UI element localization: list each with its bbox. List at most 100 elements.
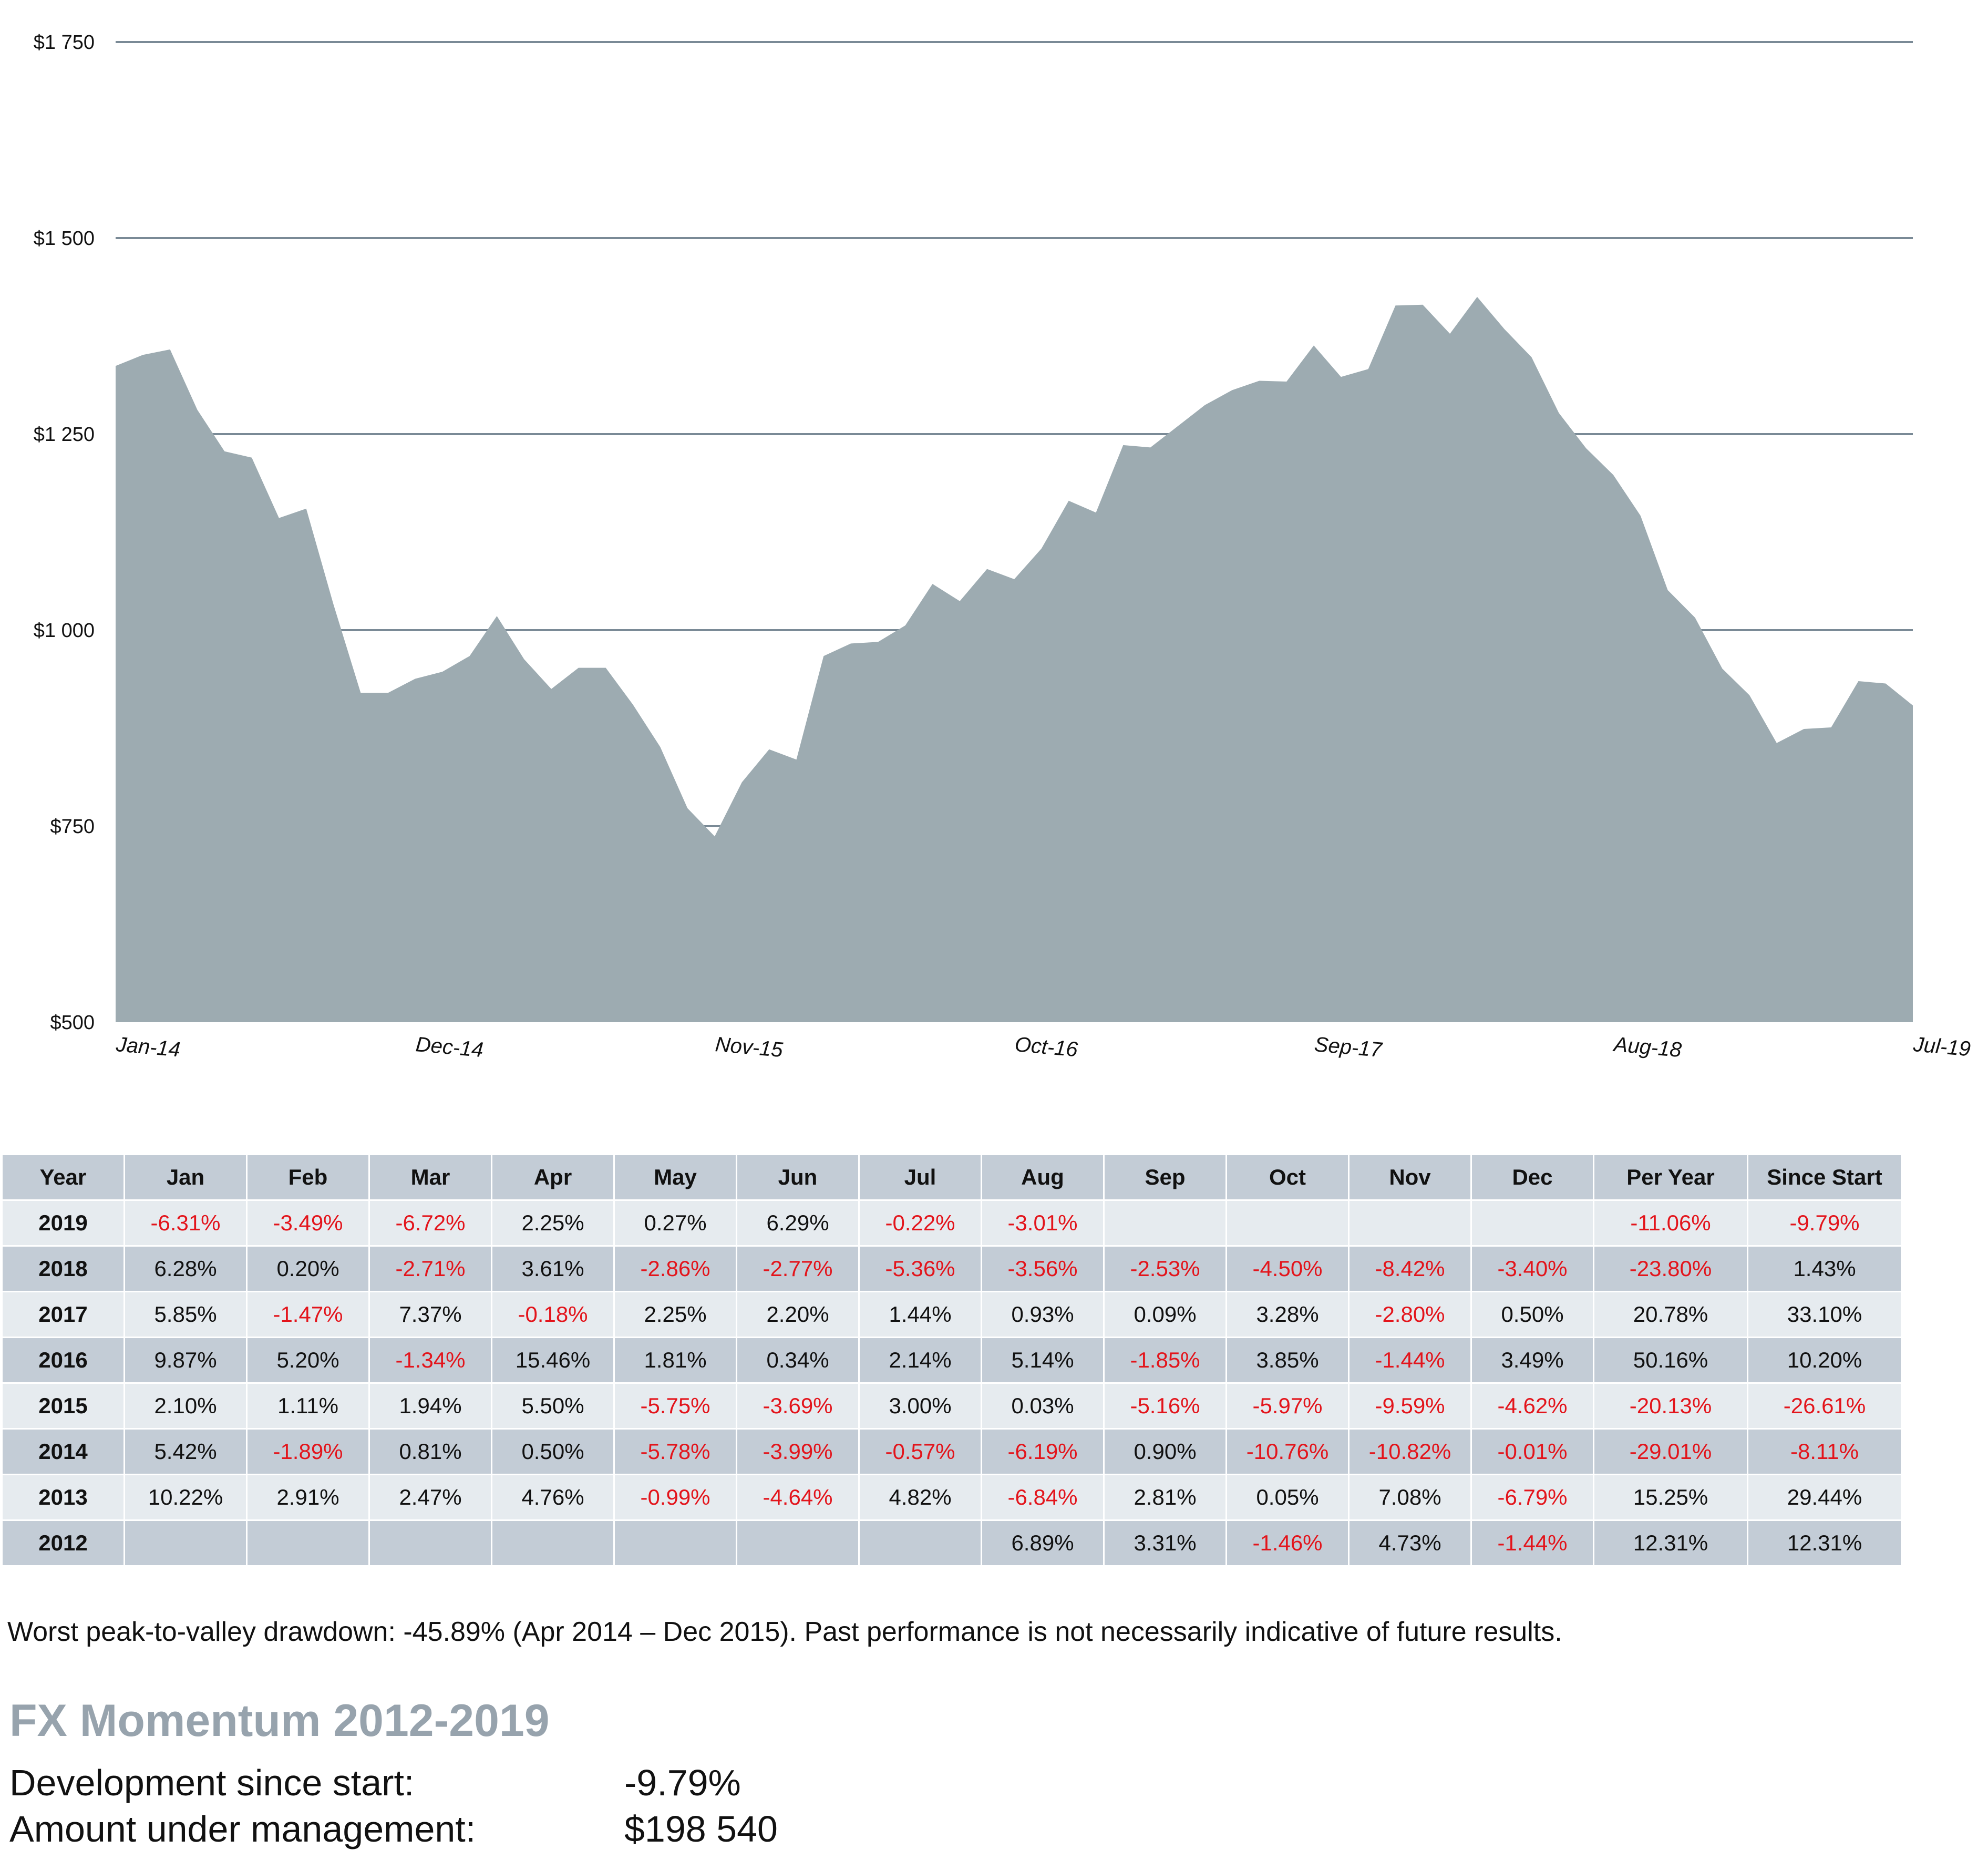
return-cell: 2.81% bbox=[1105, 1475, 1225, 1519]
return-cell: -4.64% bbox=[737, 1475, 858, 1519]
return-cell: 1.44% bbox=[860, 1292, 981, 1337]
table-row: 2014 5.42% -1.89% 0.81% 0.50% -5.78% -3.99% -0.… bbox=[3, 1430, 1901, 1474]
development-label: Development since start: bbox=[9, 1762, 415, 1803]
return-cell: 0.05% bbox=[1227, 1475, 1348, 1519]
return-cell: 3.00% bbox=[860, 1384, 981, 1428]
return-cell bbox=[1472, 1201, 1593, 1245]
x-tick-label: Aug-18 bbox=[1612, 1033, 1683, 1062]
return-cell: -5.97% bbox=[1227, 1384, 1348, 1428]
return-cell: -1.34% bbox=[370, 1338, 491, 1382]
table-row: 2019 -6.31% -3.49% -6.72% 2.25% 0.27% 6.29% -0.… bbox=[3, 1201, 1901, 1245]
y-axis-ticks: $500 $750 $1 000 $1 250 $1 500 $1 750 bbox=[34, 32, 95, 1034]
return-cell: -2.77% bbox=[737, 1247, 858, 1291]
return-cell: 29.44% bbox=[1748, 1475, 1901, 1519]
column-header: Mar bbox=[370, 1155, 491, 1199]
return-cell: -0.18% bbox=[492, 1292, 613, 1337]
return-cell: 15.25% bbox=[1594, 1475, 1747, 1519]
return-cell: 10.22% bbox=[125, 1475, 246, 1519]
return-cell: 4.73% bbox=[1350, 1521, 1470, 1565]
table-row: 2016 9.87% 5.20% -1.34% 15.46% 1.81% 0.34% 2.14… bbox=[3, 1338, 1901, 1382]
return-cell: 0.20% bbox=[248, 1247, 368, 1291]
table-row: 2013 10.22% 2.91% 2.47% 4.76% -0.99% -4.64% 4.8… bbox=[3, 1475, 1901, 1519]
return-cell bbox=[370, 1521, 491, 1565]
aum-value: $198 540 bbox=[624, 1808, 778, 1849]
return-cell: 7.37% bbox=[370, 1292, 491, 1337]
aum-label: Amount under management: bbox=[9, 1808, 476, 1849]
return-cell: 0.27% bbox=[615, 1201, 736, 1245]
return-cell: -8.42% bbox=[1350, 1247, 1470, 1291]
year-cell: 2012 bbox=[3, 1521, 123, 1565]
return-cell: -20.13% bbox=[1594, 1384, 1747, 1428]
return-cell: -1.46% bbox=[1227, 1521, 1348, 1565]
return-cell: 20.78% bbox=[1594, 1292, 1747, 1337]
return-cell: -2.80% bbox=[1350, 1292, 1470, 1337]
return-cell: 4.76% bbox=[492, 1475, 613, 1519]
return-cell: 0.50% bbox=[1472, 1292, 1593, 1337]
amount-under-management-row: Amount under management: $198 540 bbox=[9, 1808, 778, 1850]
return-cell: 3.49% bbox=[1472, 1338, 1593, 1382]
return-cell: -1.89% bbox=[248, 1430, 368, 1474]
return-cell: 7.08% bbox=[1350, 1475, 1470, 1519]
return-cell: -4.50% bbox=[1227, 1247, 1348, 1291]
return-cell: 3.31% bbox=[1105, 1521, 1225, 1565]
table-row: 2018 6.28% 0.20% -2.71% 3.61% -2.86% -2.77% -5.… bbox=[3, 1247, 1901, 1291]
year-cell: 2018 bbox=[3, 1247, 123, 1291]
return-cell: -5.75% bbox=[615, 1384, 736, 1428]
performance-area-chart: $500 $750 $1 000 $1 250 $1 500 $1 750 Jan-14 D… bbox=[34, 32, 1972, 1062]
return-cell bbox=[492, 1521, 613, 1565]
return-cell: 4.82% bbox=[860, 1475, 981, 1519]
return-cell: 1.81% bbox=[615, 1338, 736, 1382]
return-cell: -9.59% bbox=[1350, 1384, 1470, 1428]
return-cell: -1.44% bbox=[1472, 1521, 1593, 1565]
return-cell: 5.14% bbox=[982, 1338, 1103, 1382]
x-tick-label: Dec-14 bbox=[415, 1033, 484, 1062]
return-cell: 0.81% bbox=[370, 1430, 491, 1474]
return-cell: -6.84% bbox=[982, 1475, 1103, 1519]
table-body: 2019 -6.31% -3.49% -6.72% 2.25% 0.27% 6.29% -0.… bbox=[3, 1201, 1901, 1565]
drawdown-disclaimer: Worst peak-to-valley drawdown: -45.89% (… bbox=[7, 1617, 1562, 1647]
chart-area-series bbox=[116, 296, 1913, 1022]
column-header: Apr bbox=[492, 1155, 613, 1199]
return-cell: -10.82% bbox=[1350, 1430, 1470, 1474]
return-cell: -23.80% bbox=[1594, 1247, 1747, 1291]
return-cell: -6.72% bbox=[370, 1201, 491, 1245]
return-cell: -10.76% bbox=[1227, 1430, 1348, 1474]
return-cell bbox=[615, 1521, 736, 1565]
year-cell: 2014 bbox=[3, 1430, 123, 1474]
y-tick-label: $500 bbox=[50, 1012, 95, 1034]
column-header: Feb bbox=[248, 1155, 368, 1199]
return-cell: -2.71% bbox=[370, 1247, 491, 1291]
return-cell: 5.85% bbox=[125, 1292, 246, 1337]
return-cell: -0.99% bbox=[615, 1475, 736, 1519]
x-tick-label: Jul-19 bbox=[1912, 1033, 1971, 1061]
return-cell: -29.01% bbox=[1594, 1430, 1747, 1474]
y-tick-label: $1 250 bbox=[34, 424, 95, 446]
return-cell: 2.14% bbox=[860, 1338, 981, 1382]
monthly-returns-table: Year Jan Feb Mar Apr May Jun Jul Aug Sep Oct Nov Dec… bbox=[1, 1154, 1902, 1567]
return-cell: -8.11% bbox=[1748, 1430, 1901, 1474]
column-header: Nov bbox=[1350, 1155, 1470, 1199]
x-tick-label: Sep-17 bbox=[1313, 1033, 1384, 1062]
return-cell: 6.29% bbox=[737, 1201, 858, 1245]
y-tick-label: $1 500 bbox=[34, 228, 95, 250]
column-header: Jan bbox=[125, 1155, 246, 1199]
column-header: Per Year bbox=[1594, 1155, 1747, 1199]
return-cell: -0.01% bbox=[1472, 1430, 1593, 1474]
x-axis-ticks: Jan-14 Dec-14 Nov-15 Oct-16 Sep-17 Aug-18 Jul-… bbox=[115, 1033, 1971, 1062]
return-cell bbox=[737, 1521, 858, 1565]
year-cell: 2016 bbox=[3, 1338, 123, 1382]
return-cell bbox=[125, 1521, 246, 1565]
x-tick-label: Jan-14 bbox=[115, 1033, 181, 1062]
return-cell: 10.20% bbox=[1748, 1338, 1901, 1382]
column-header: Since Start bbox=[1748, 1155, 1901, 1199]
table-header-row: Year Jan Feb Mar Apr May Jun Jul Aug Sep Oct Nov Dec… bbox=[3, 1155, 1901, 1199]
return-cell: 15.46% bbox=[492, 1338, 613, 1382]
return-cell: 0.09% bbox=[1105, 1292, 1225, 1337]
column-header: Dec bbox=[1472, 1155, 1593, 1199]
return-cell bbox=[1350, 1201, 1470, 1245]
return-cell bbox=[860, 1521, 981, 1565]
return-cell: 12.31% bbox=[1594, 1521, 1747, 1565]
column-header: Jul bbox=[860, 1155, 981, 1199]
column-header: May bbox=[615, 1155, 736, 1199]
column-header: Sep bbox=[1105, 1155, 1225, 1199]
